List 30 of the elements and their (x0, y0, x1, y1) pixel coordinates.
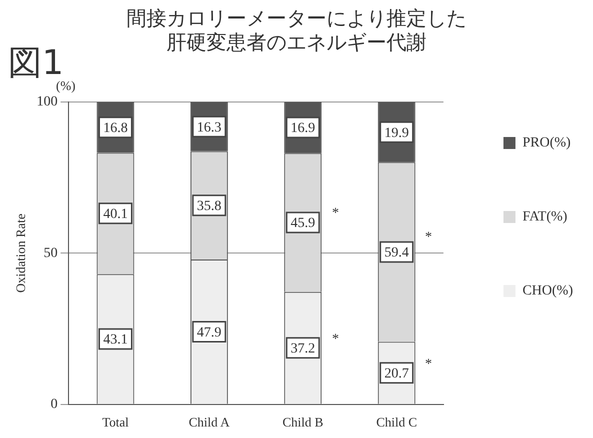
data-label: 37.2 (290, 342, 316, 357)
data-label: 16.9 (290, 121, 316, 136)
text: 間接カロリーメーターにより推定した (126, 6, 466, 30)
annotation: * (332, 206, 339, 222)
y-axis-title: Oxidation Rate (13, 213, 28, 293)
x-tick-label: Child B (282, 414, 324, 430)
text: (%) (56, 78, 76, 94)
data-label: 45.9 (290, 216, 316, 232)
x-tick-label: Child C (376, 414, 418, 430)
x-tick-label: Total (102, 414, 130, 430)
data-label: 20.7 (384, 366, 409, 382)
data-label: 16.3 (196, 120, 222, 136)
legend-label: PRO(%) (522, 136, 572, 151)
annotation: * (425, 357, 432, 373)
data-label: 59.4 (384, 246, 409, 261)
data-label: 35.8 (196, 199, 222, 214)
legend-label: CHO(%) (522, 284, 574, 299)
data-label: 47.9 (196, 325, 222, 340)
y-tick-label: 50 (44, 246, 58, 261)
text: 肝硬変患者のエネルギー代謝 (166, 30, 426, 54)
annotation: * (425, 230, 432, 246)
data-label: 16.8 (103, 121, 128, 136)
data-label: 43.1 (103, 332, 128, 348)
legend-label: FAT(%) (522, 210, 568, 225)
annotation: * (332, 332, 339, 348)
x-tick-label: Child A (188, 414, 230, 430)
data-label: 19.9 (384, 126, 409, 141)
data-label: 40.1 (103, 207, 128, 222)
y-tick-label: 0 (50, 397, 58, 412)
y-tick-label: 100 (36, 94, 58, 110)
